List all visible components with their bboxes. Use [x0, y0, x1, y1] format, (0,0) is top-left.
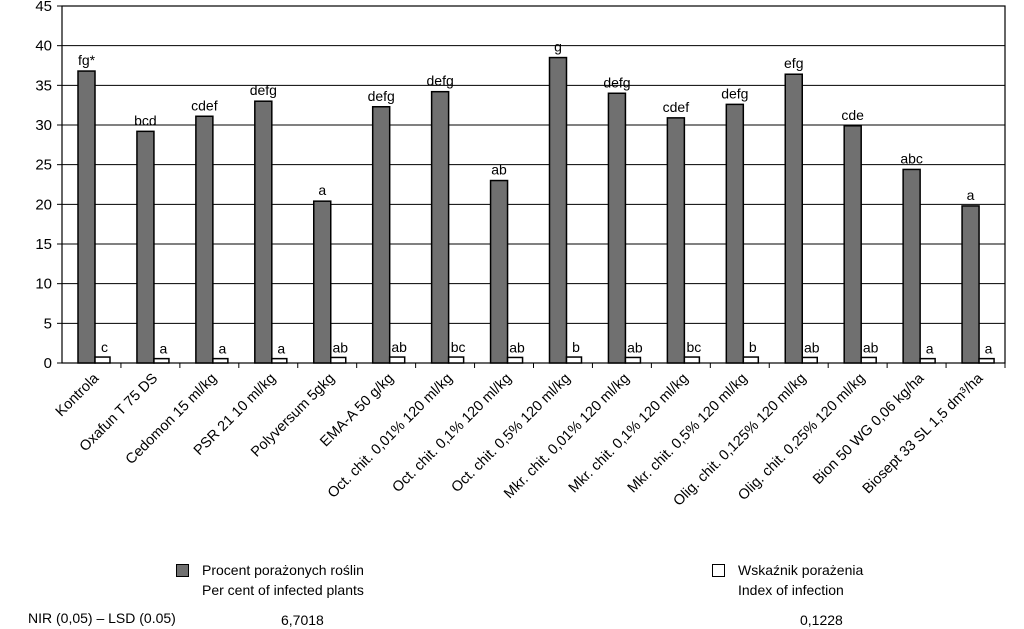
- y-tick-label: 30: [35, 117, 52, 134]
- legend-swatch-dark: [176, 564, 189, 577]
- category-label: Mkr. chit. 0,1% 120 ml/kg: [566, 371, 692, 497]
- bar-infected-plants: [430, 90, 450, 364]
- data-label-index-of-infection: ab: [804, 339, 820, 355]
- data-label-infected-plants: cde: [841, 107, 864, 123]
- bar-infected-plants: [548, 56, 568, 364]
- data-label-index-of-infection: ab: [627, 339, 643, 355]
- bar-infected-plants: [843, 125, 862, 364]
- bar-index-of-infection: [94, 356, 111, 364]
- category-label: Mkr. chit. 0,01% 120 ml/kg: [501, 371, 633, 503]
- data-label-infected-plants: defg: [603, 74, 630, 90]
- bar-index-of-infection: [683, 356, 701, 364]
- bar-index-of-infection: [153, 357, 170, 364]
- bar-infected-plants: [371, 106, 391, 364]
- bar-index-of-infection: [565, 356, 583, 364]
- bar-infected-plants: [666, 117, 686, 364]
- category-label: Biosept 33 SL 1,5 dm³/ha: [860, 370, 987, 497]
- data-label-infected-plants: cdef: [663, 99, 690, 115]
- bar-index-of-infection: [919, 357, 936, 364]
- bar-index-of-infection: [388, 356, 406, 364]
- bar-infected-plants: [77, 70, 96, 364]
- data-label-infected-plants: fg*: [78, 52, 96, 68]
- bar-index-of-infection: [624, 356, 642, 364]
- legend-item-infected-plants: Procent porażonych roślin Per cent of in…: [176, 560, 436, 602]
- bar-infected-plants: [195, 115, 214, 364]
- bar-infected-plants: [607, 92, 627, 364]
- data-label-infected-plants: cdef: [191, 97, 218, 113]
- bar-chart: 051015202530354045fg*cKontrolabcdaOxafun…: [35, 0, 1006, 509]
- bar-infected-plants: [961, 205, 980, 364]
- y-tick-label: 10: [35, 276, 52, 293]
- y-tick-label: 45: [35, 0, 52, 15]
- bar-index-of-infection: [447, 356, 465, 364]
- bar-index-of-infection: [978, 357, 995, 364]
- data-label-index-of-infection: b: [572, 339, 580, 355]
- data-label-index-of-infection: ab: [863, 339, 879, 355]
- data-label-infected-plants: defg: [427, 73, 454, 89]
- bar-index-of-infection: [860, 356, 877, 364]
- y-tick-label: 15: [35, 236, 52, 253]
- data-label-index-of-infection: bc: [451, 339, 466, 355]
- lsd-label: NIR (0,05) – LSD (0.05): [28, 610, 176, 626]
- data-label-index-of-infection: bc: [686, 339, 701, 355]
- data-label-index-of-infection: a: [218, 341, 226, 357]
- data-label-index-of-infection: b: [749, 339, 757, 355]
- bar-infected-plants: [489, 179, 509, 364]
- data-label-infected-plants: abc: [900, 150, 923, 166]
- data-label-infected-plants: a: [318, 182, 326, 198]
- legend-label-en: Per cent of infected plants: [202, 582, 364, 598]
- bar-infected-plants: [136, 130, 155, 364]
- lsd-value-infected-plants: 6,7018: [281, 612, 324, 628]
- category-label: Oct. chit. 0,01% 120 ml/kg: [325, 371, 456, 502]
- data-label-infected-plants: ab: [491, 162, 507, 178]
- bar-infected-plants: [725, 103, 745, 364]
- data-label-index-of-infection: ab: [391, 339, 407, 355]
- y-tick-label: 20: [35, 196, 52, 213]
- legend-label-index: Wskaźnik porażenia Index of infection: [738, 560, 863, 600]
- data-label-infected-plants: g: [554, 39, 562, 55]
- bar-index-of-infection: [801, 356, 818, 364]
- legend-swatch-white: [712, 564, 725, 577]
- data-label-infected-plants: defg: [721, 85, 748, 101]
- bar-infected-plants: [313, 200, 332, 364]
- data-label-infected-plants: defg: [250, 82, 277, 98]
- data-label-index-of-infection: ab: [332, 339, 348, 355]
- y-tick-label: 0: [44, 355, 52, 372]
- category-label: Kontrola: [53, 370, 103, 420]
- bar-index-of-infection: [271, 357, 288, 364]
- bar-index-of-infection: [330, 356, 347, 364]
- bar-index-of-infection: [212, 357, 229, 364]
- category-label: Mkr. chit. 0,5% 120 ml/kg: [625, 371, 751, 497]
- category-label: Oct. chit. 0,1% 120 ml/kg: [390, 371, 515, 496]
- data-label-infected-plants: efg: [784, 55, 803, 71]
- data-label-index-of-infection: c: [101, 339, 108, 355]
- y-tick-label: 5: [44, 315, 52, 332]
- bar-index-of-infection: [742, 356, 760, 364]
- data-label-infected-plants: defg: [368, 88, 395, 104]
- bar-infected-plants: [784, 73, 803, 364]
- y-tick-label: 35: [35, 77, 52, 94]
- category-label: Bion 50 WG 0,06 kg/ha: [810, 370, 928, 488]
- bar-infected-plants: [254, 100, 273, 364]
- data-label-index-of-infection: a: [277, 341, 285, 357]
- legend-label-en: Index of infection: [738, 582, 844, 598]
- category-label: Oct. chit. 0,5% 120 ml/kg: [449, 371, 574, 496]
- lsd-value-index-of-infection: 0,1228: [800, 612, 843, 628]
- data-label-index-of-infection: ab: [509, 339, 525, 355]
- legend-item-index-of-infection: Wskaźnik porażenia Index of infection: [712, 560, 912, 602]
- bar-infected-plants: [902, 168, 921, 364]
- data-label-index-of-infection: a: [926, 341, 934, 357]
- legend-label-pl: Wskaźnik porażenia: [738, 562, 864, 578]
- bar-index-of-infection: [506, 356, 524, 364]
- y-tick-label: 40: [35, 38, 52, 55]
- y-tick-label: 25: [35, 157, 52, 174]
- data-label-infected-plants: a: [967, 187, 975, 203]
- legend-label-infected-plants: Procent porażonych roślin Per cent of in…: [202, 560, 364, 600]
- legend-label-pl: Procent porażonych roślin: [202, 562, 364, 578]
- data-label-infected-plants: bcd: [134, 112, 157, 128]
- data-label-index-of-infection: a: [160, 341, 168, 357]
- data-label-index-of-infection: a: [985, 341, 993, 357]
